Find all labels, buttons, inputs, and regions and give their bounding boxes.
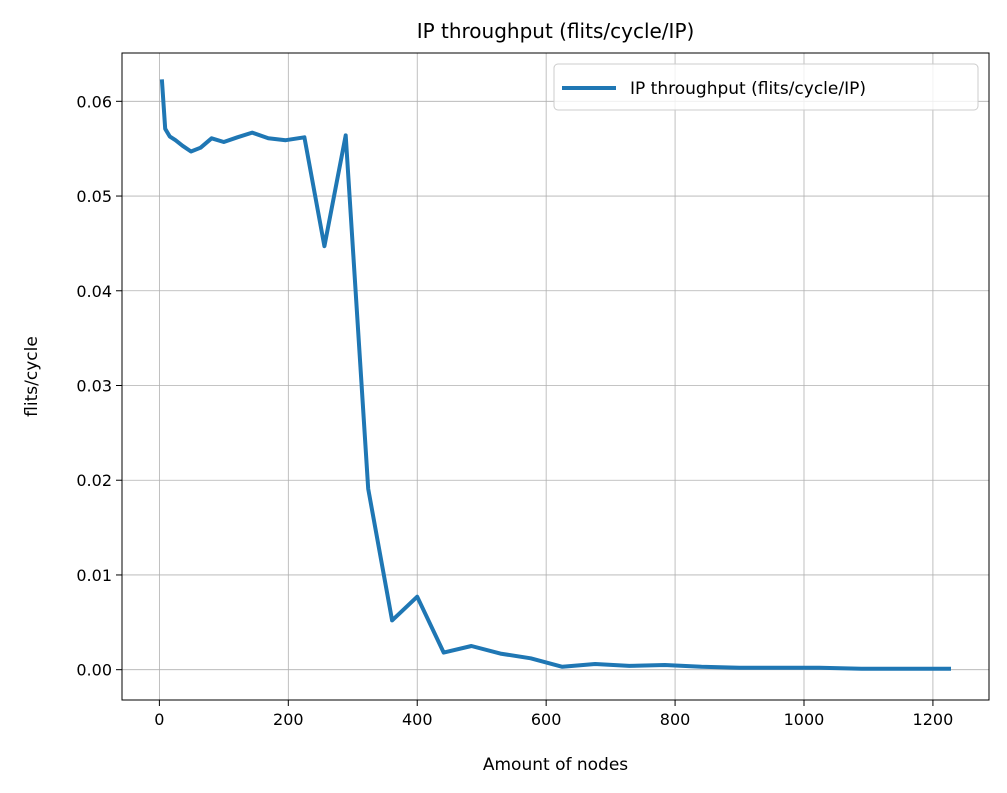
series-layer (159, 79, 951, 671)
legend: IP throughput (flits/cycle/IP) (553, 63, 979, 111)
series-line (159, 79, 951, 671)
y-tick-label: 0.05 (76, 187, 112, 206)
x-tick-label: 800 (660, 710, 691, 729)
plot-frame (121, 52, 990, 701)
y-tick-label: 0.01 (76, 566, 112, 585)
x-tick-label: 600 (531, 710, 562, 729)
x-axis-label: Amount of nodes (483, 755, 628, 775)
x-tick-label: 400 (402, 710, 433, 729)
y-axis-label: flits/cycle (22, 336, 42, 417)
y-tick-label: 0.04 (76, 282, 112, 301)
y-tick-label: 0.06 (76, 92, 112, 111)
x-tick-label: 200 (273, 710, 304, 729)
x-tick-label: 1200 (913, 710, 954, 729)
y-tick-label: 0.02 (76, 471, 112, 490)
x-tick-label: 1000 (784, 710, 825, 729)
legend-box (553, 63, 979, 111)
legend-entry: IP throughput (flits/cycle/IP) (630, 79, 866, 99)
y-tick-label: 0.00 (76, 661, 112, 680)
x-tick-label: 0 (154, 710, 164, 729)
y-tick-label: 0.03 (76, 376, 112, 395)
chart-title: IP throughput (flits/cycle/IP) (417, 19, 695, 43)
ticks: 0 200 400 600 800 1000 1200 0.00 0.01 0.02 0.03 0.0… (76, 92, 953, 729)
